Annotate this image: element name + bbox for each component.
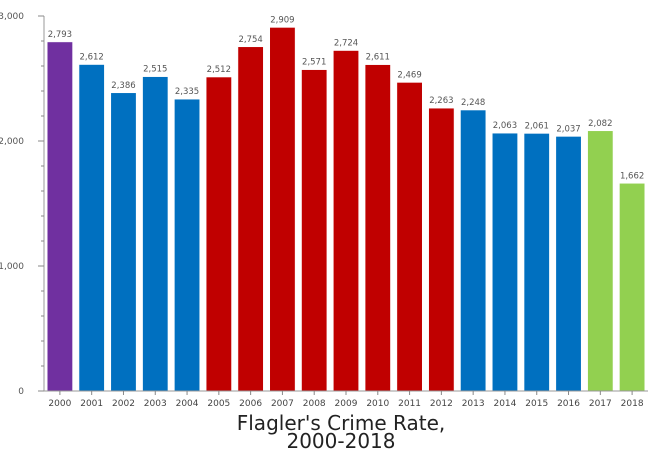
- data-label-2006: 2,754: [238, 35, 262, 45]
- bar-2014: [491, 132, 518, 392]
- x-tick-label-2003: 2003: [144, 399, 167, 409]
- bar-2001: [78, 64, 105, 392]
- bar-2002: [110, 92, 137, 392]
- data-label-2014: 2,063: [493, 121, 517, 131]
- bar-2003: [142, 76, 169, 392]
- data-label-2018: 1,662: [620, 171, 644, 181]
- x-tick-label-2008: 2008: [303, 399, 326, 409]
- x-tick-label-2016: 2016: [557, 399, 580, 409]
- x-tick-label-2011: 2011: [398, 399, 421, 409]
- data-label-2004: 2,335: [175, 87, 199, 97]
- x-tick-label-2013: 2013: [462, 399, 485, 409]
- data-label-2002: 2,386: [111, 81, 135, 91]
- y-tick-label: 3,000: [0, 12, 24, 22]
- y-tick-label: 2,000: [0, 137, 24, 147]
- data-label-2010: 2,611: [366, 53, 390, 63]
- chart-title: Flagler's Crime Rate,: [237, 411, 445, 435]
- data-label-2001: 2,612: [80, 53, 104, 63]
- x-tick-label-2015: 2015: [525, 399, 548, 409]
- bar-2008: [301, 69, 328, 392]
- y-tick-label: 1,000: [0, 262, 24, 272]
- bar-2004: [174, 98, 201, 392]
- data-label-2012: 2,263: [429, 96, 453, 106]
- bar-2006: [237, 46, 264, 392]
- y-tick-label: 0: [18, 387, 24, 397]
- x-axis: 2000 2001 2002 2003 2004 2005 2006 2007 2008 2009…: [44, 390, 648, 409]
- x-tick-label-2005: 2005: [207, 399, 230, 409]
- x-tick-label-2002: 2002: [112, 399, 135, 409]
- bar-2018: [619, 182, 646, 392]
- bar-2010: [364, 64, 391, 392]
- x-tick-label-2010: 2010: [366, 399, 389, 409]
- bar-2012: [428, 107, 455, 392]
- data-label-2013: 2,248: [461, 98, 485, 108]
- data-label-2000: 2,793: [48, 30, 72, 40]
- bar-2017: [587, 130, 614, 392]
- data-label-2015: 2,061: [525, 121, 549, 131]
- bar-2000: [46, 41, 73, 392]
- x-tick-label-2001: 2001: [80, 399, 103, 409]
- bars-group: 2,793 2,612 2,386 2,515 2,335 2,512 2,754 2,909…: [46, 15, 646, 392]
- x-tick-label-2004: 2004: [176, 399, 199, 409]
- bar-2005: [205, 76, 232, 392]
- x-tick-label-2007: 2007: [271, 399, 294, 409]
- x-tick-label-2018: 2018: [621, 399, 644, 409]
- bar-2007: [269, 27, 296, 392]
- x-tick-label-2009: 2009: [335, 399, 358, 409]
- bar-2009: [332, 50, 360, 392]
- data-label-2011: 2,469: [397, 70, 421, 80]
- data-label-2017: 2,082: [588, 119, 612, 129]
- data-label-2005: 2,512: [207, 65, 231, 75]
- bar-2013: [460, 109, 487, 392]
- data-label-2016: 2,037: [556, 124, 580, 134]
- bar-2015: [523, 133, 550, 392]
- bar-2011: [396, 82, 423, 392]
- data-label-2009: 2,724: [334, 39, 358, 49]
- x-tick-label-2000: 2000: [48, 399, 71, 409]
- bar-2016: [555, 136, 582, 392]
- data-label-2008: 2,571: [302, 58, 326, 68]
- data-label-2007: 2,909: [270, 15, 294, 25]
- x-tick-label-2012: 2012: [430, 399, 453, 409]
- x-tick-label-2006: 2006: [239, 399, 262, 409]
- x-tick-label-2017: 2017: [589, 399, 612, 409]
- chart-subtitle: 2000-2018: [286, 429, 395, 450]
- data-label-2003: 2,515: [143, 65, 167, 75]
- x-tick-label-2014: 2014: [493, 399, 516, 409]
- y-axis: 0 1,000 2,000 3,000: [0, 12, 45, 397]
